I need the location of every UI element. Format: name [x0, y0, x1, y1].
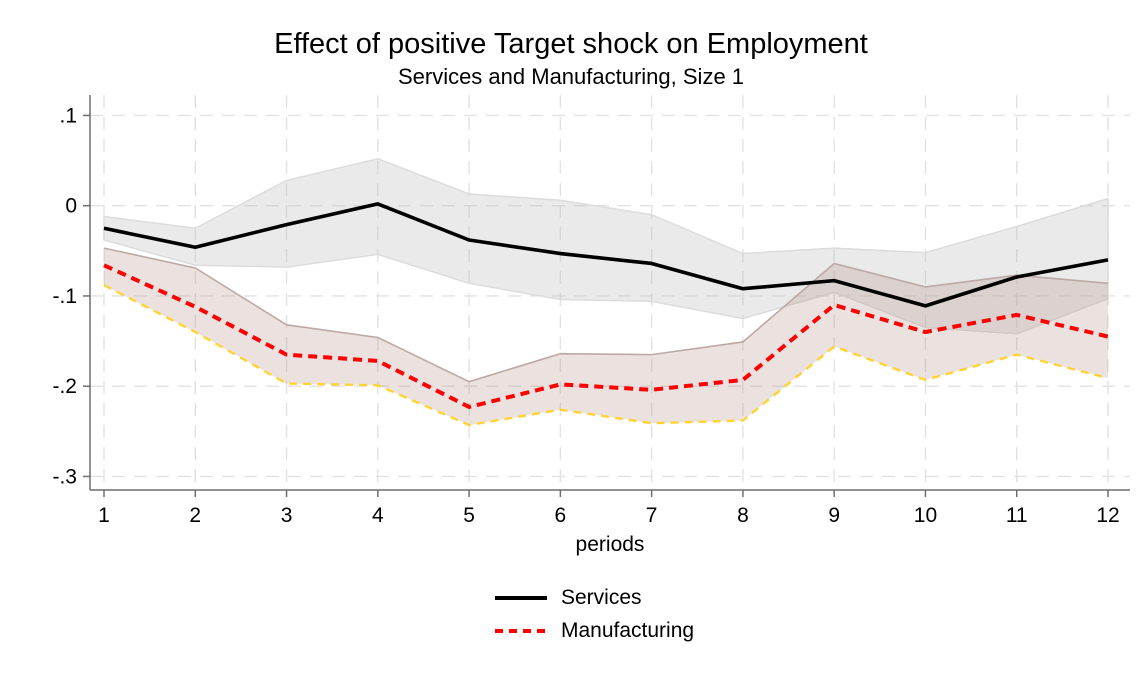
- legend-item-manufacturing: Manufacturing: [495, 618, 694, 644]
- services-confidence-band: [103, 157, 1109, 335]
- legend-item-services: Services: [495, 585, 694, 611]
- x-tick-label: 11: [1006, 504, 1028, 527]
- y-tick-label: -.2: [52, 375, 77, 398]
- x-tick-label: 2: [189, 504, 201, 527]
- y-tick-label: .1: [59, 104, 77, 127]
- y-tick-label: -.3: [52, 465, 77, 488]
- x-tick-label: 1: [98, 504, 110, 527]
- chart-title: Effect of positive Target shock on Emplo…: [274, 28, 868, 60]
- x-tick-label: 10: [914, 504, 937, 527]
- x-tick-label: 3: [281, 504, 293, 527]
- x-tick-label: 8: [737, 504, 749, 527]
- x-tick-label: 12: [1096, 504, 1119, 527]
- chart-subtitle: Services and Manufacturing, Size 1: [397, 64, 745, 89]
- services-line-key-icon: [495, 596, 547, 600]
- x-tick-label: 5: [463, 504, 475, 527]
- manufacturing-band-upper-edge: [103, 247, 1109, 383]
- manufacturing-line-key-icon: [495, 629, 547, 633]
- y-tick-label: 0: [65, 195, 77, 218]
- y-tick-label: -.1: [52, 285, 77, 308]
- manufacturing-line: [103, 263, 1109, 409]
- legend-label-services: Services: [561, 586, 642, 609]
- x-tick-label: 4: [372, 504, 384, 527]
- manufacturing-confidence-band: [104, 248, 1108, 426]
- legend-label-manufacturing: Manufacturing: [561, 619, 695, 642]
- manufacturing-band-lower-edge: [103, 284, 1109, 427]
- services-line: [103, 202, 1109, 308]
- x-tick-label: 7: [646, 504, 658, 527]
- legend: Services Manufacturing: [495, 585, 694, 644]
- x-tick-label: 9: [828, 504, 840, 527]
- x-tick-label: 6: [555, 504, 567, 527]
- x-axis-label: periods: [576, 533, 645, 556]
